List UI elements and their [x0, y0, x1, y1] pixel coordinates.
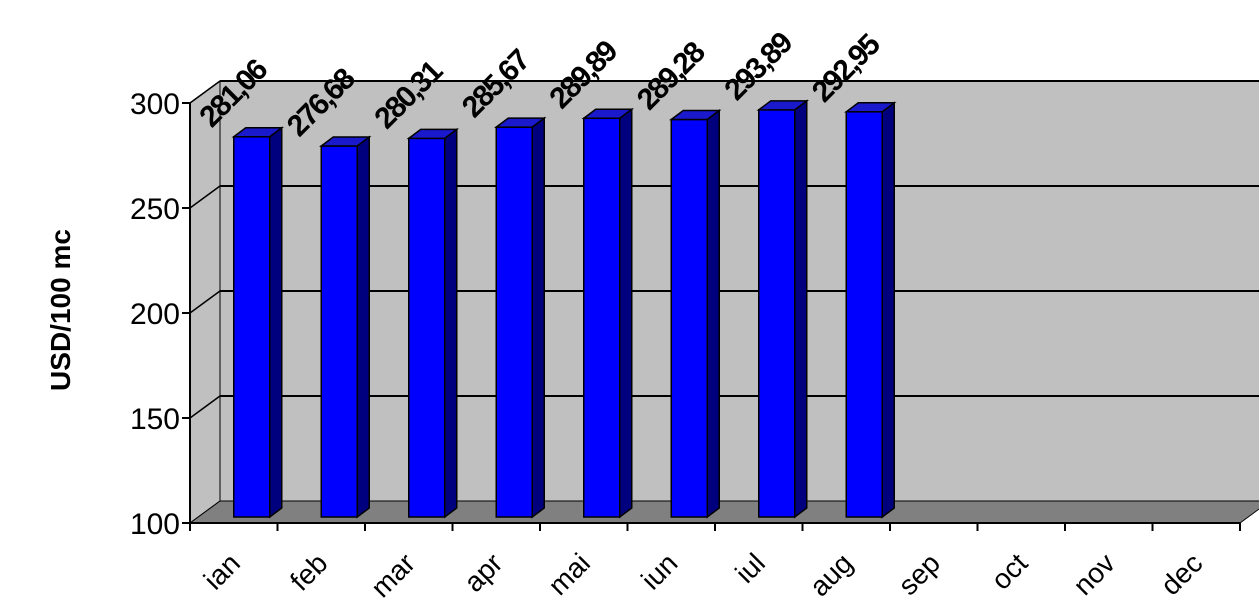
bar-side [881, 101, 895, 519]
bar-top [669, 109, 722, 121]
x-tick-label: aug [804, 547, 859, 602]
x-tick-label: iun [635, 547, 683, 595]
bar [494, 116, 547, 519]
bar [669, 109, 722, 519]
x-tick-label: feb [284, 547, 333, 596]
y-axis-title: USD/100 mc [45, 229, 76, 391]
bar-front [845, 111, 883, 518]
x-tick-label: sep [892, 547, 946, 601]
gridline-side [189, 185, 221, 209]
y-tick-label: 150 [130, 403, 180, 436]
bar-front [583, 117, 621, 518]
bar-side [269, 126, 283, 519]
bar-top [406, 128, 459, 140]
bar [756, 99, 809, 519]
bar-front [495, 126, 533, 518]
x-tick-label: apr [458, 547, 509, 598]
x-tick-label: nov [1067, 547, 1121, 601]
bar-front [670, 118, 708, 518]
bar [581, 107, 634, 519]
bar-top [319, 136, 372, 147]
axes: 100 150 200 250 300 [130, 88, 1241, 541]
gridline-side [189, 80, 221, 104]
y-tick-label: 100 [130, 508, 180, 541]
bar-side [619, 107, 633, 519]
bar-side [444, 127, 458, 519]
x-tick-label: mai [542, 547, 596, 601]
y-tick-label: 200 [130, 298, 180, 331]
bar-top [844, 102, 897, 113]
bar [319, 135, 372, 519]
x-tick-label: dec [1155, 547, 1209, 601]
bar-front [758, 109, 796, 518]
x-tick-label: iul [729, 547, 771, 589]
x-tick-label: ian [198, 547, 246, 595]
bar-side [356, 135, 370, 519]
x-tick-label: mar [365, 547, 421, 603]
bar-front [233, 136, 271, 518]
bar-top [231, 127, 284, 138]
gridlines [189, 80, 1259, 419]
bar-front [320, 145, 358, 518]
bar-side [706, 109, 720, 519]
bar [231, 126, 284, 519]
bar-front [408, 137, 446, 518]
bar-side [794, 99, 808, 519]
y-tick-label: 250 [130, 193, 180, 226]
bar [844, 101, 897, 519]
x-tick-label: oct [985, 547, 1033, 595]
bars [231, 99, 897, 519]
bar-top [494, 117, 547, 128]
gridline-side [189, 395, 221, 419]
bar [406, 127, 459, 519]
y-tick-label: 300 [130, 88, 180, 121]
gridline-side [189, 290, 221, 314]
bar-top [581, 108, 634, 119]
bar-top [756, 100, 809, 111]
bar-side [531, 116, 545, 519]
